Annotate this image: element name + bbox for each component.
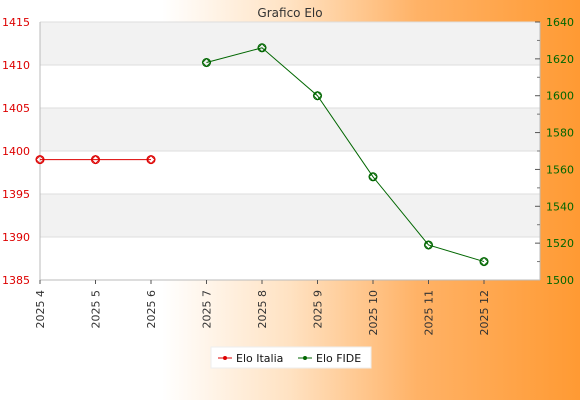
data-point bbox=[368, 172, 378, 182]
left-tick-label: 1405 bbox=[2, 102, 30, 115]
right-tick-label: 1540 bbox=[546, 200, 574, 213]
x-tick-label: 2025 5 bbox=[90, 290, 103, 329]
right-tick-label: 1600 bbox=[546, 90, 574, 103]
x-tick-label: 2025 8 bbox=[256, 290, 269, 329]
x-tick-label: 2025 9 bbox=[312, 290, 325, 329]
data-point bbox=[312, 91, 323, 101]
point-circle bbox=[313, 91, 322, 101]
legend-label: Elo Italia bbox=[236, 352, 283, 365]
legend: Elo Italia Elo FIDE bbox=[210, 346, 372, 369]
point-circle bbox=[202, 58, 211, 68]
x-axis: 2025 4 2025 5 2025 6 2025 7 2025 8 2025 9 2025… bbox=[34, 279, 540, 336]
point-circle bbox=[479, 257, 489, 267]
point-circle bbox=[146, 155, 156, 165]
legend-item: Elo FIDE bbox=[298, 352, 361, 365]
point-circle bbox=[368, 172, 378, 182]
left-tick-label: 1400 bbox=[2, 145, 30, 158]
data-point bbox=[257, 43, 267, 53]
right-tick-label: 1560 bbox=[546, 163, 574, 176]
legend-marker bbox=[303, 356, 307, 360]
legend-marker bbox=[223, 356, 227, 360]
grid-band bbox=[40, 194, 540, 237]
x-tick-label: 2025 10 bbox=[367, 290, 380, 336]
left-axis: 1385 1390 1395 1400 1405 1410 1415 bbox=[2, 16, 41, 287]
data-point bbox=[423, 240, 434, 250]
left-tick-label: 1385 bbox=[2, 274, 30, 287]
grid-band bbox=[40, 22, 540, 65]
left-tick-label: 1390 bbox=[2, 231, 30, 244]
point-circle bbox=[35, 155, 45, 165]
right-tick-label: 1620 bbox=[546, 53, 574, 66]
left-tick-label: 1410 bbox=[2, 59, 30, 72]
x-tick-label: 2025 11 bbox=[423, 290, 436, 336]
right-tick-label: 1640 bbox=[546, 16, 574, 29]
left-tick-label: 1395 bbox=[2, 188, 30, 201]
right-axis: 1500 1520 1540 1560 1580 1600 1620 1640 bbox=[535, 16, 574, 287]
right-tick-label: 1520 bbox=[546, 237, 574, 250]
chart-title: Grafico Elo bbox=[257, 6, 322, 20]
data-point bbox=[201, 57, 212, 68]
data-point bbox=[90, 154, 101, 165]
point-circle bbox=[91, 155, 100, 165]
point-circle bbox=[257, 43, 267, 53]
x-tick-label: 2025 7 bbox=[201, 290, 214, 329]
legend-label: Elo FIDE bbox=[316, 352, 361, 365]
data-point bbox=[146, 154, 156, 165]
series-line bbox=[206, 47, 485, 263]
legend-box bbox=[210, 346, 372, 369]
x-tick-label: 2025 12 bbox=[478, 290, 491, 336]
point-circle bbox=[424, 240, 433, 250]
legend-item: Elo Italia bbox=[218, 352, 283, 365]
data-point bbox=[35, 154, 45, 165]
x-tick-label: 2025 4 bbox=[34, 290, 47, 329]
x-tick-label: 2025 6 bbox=[145, 290, 158, 329]
right-tick-label: 1580 bbox=[546, 127, 574, 140]
grid-band bbox=[40, 108, 540, 151]
series-layer bbox=[35, 43, 489, 267]
left-tick-label: 1415 bbox=[2, 16, 30, 29]
data-point bbox=[479, 256, 489, 267]
right-tick-label: 1500 bbox=[546, 274, 574, 287]
